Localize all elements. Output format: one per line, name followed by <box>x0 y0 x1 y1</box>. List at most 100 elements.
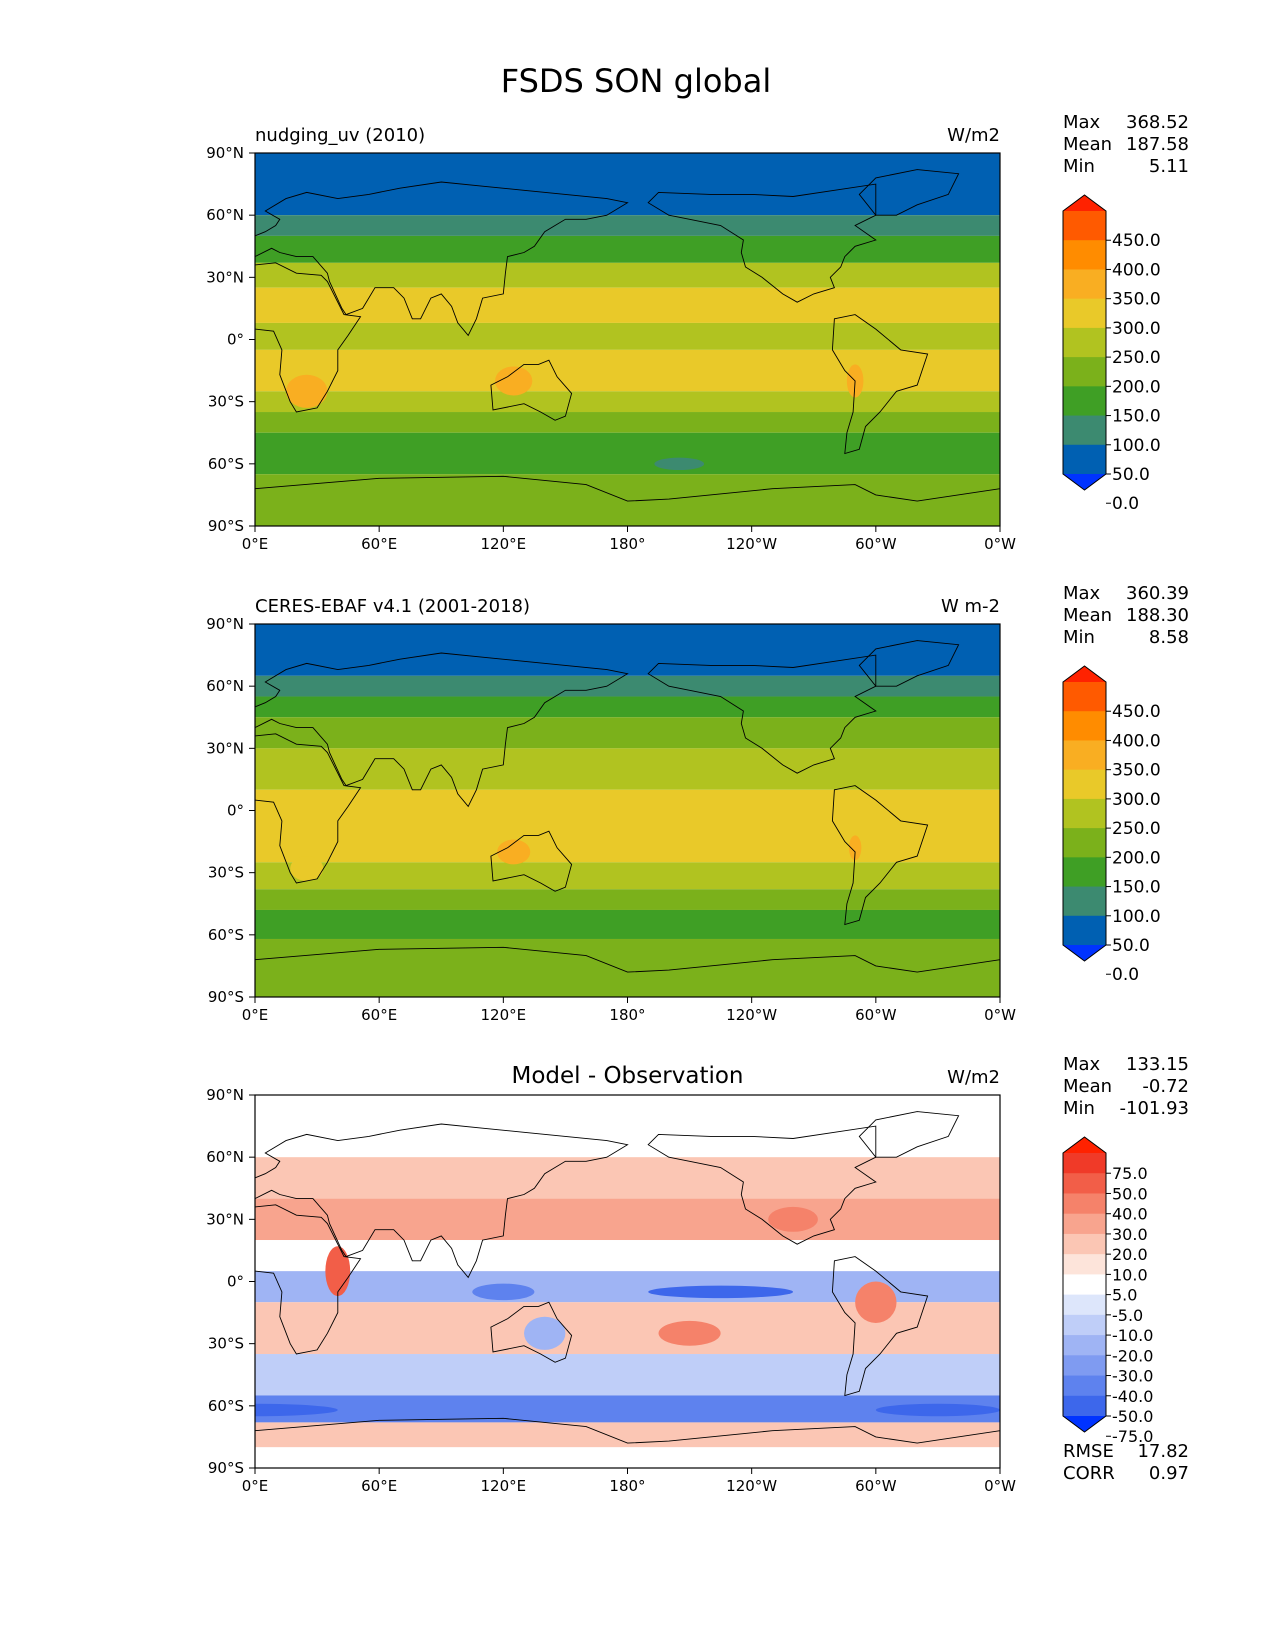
colorbar-tick-label: 50.0 <box>1112 465 1150 485</box>
field-patch <box>658 1320 721 1346</box>
stat-value: 368.52 <box>1126 112 1189 133</box>
colorbar-tick-label: -10.0 <box>1112 1326 1153 1345</box>
lat-tick-label: 90°S <box>208 988 244 1006</box>
coastline <box>647 1125 877 1245</box>
colorbar-segment <box>1063 682 1106 712</box>
stat-value: 8.58 <box>1149 627 1189 648</box>
colorbar-segment <box>1063 740 1106 771</box>
field-band <box>255 889 1000 910</box>
field-patch <box>848 835 862 861</box>
colorbar-extend-min <box>1063 474 1106 490</box>
colorbar-segment <box>1063 1153 1106 1174</box>
lon-tick-label: 120°W <box>726 535 777 553</box>
lat-tick-label: 60°N <box>206 206 244 224</box>
colorbar-tick-label: -30.0 <box>1112 1367 1153 1386</box>
lon-tick-label: 180° <box>609 1477 645 1495</box>
stat-value: 133.15 <box>1126 1054 1189 1075</box>
stat-label: Mean <box>1063 605 1112 626</box>
colorbar-extend-max <box>1063 666 1106 682</box>
field-band <box>255 235 1000 263</box>
colorbar-segment <box>1063 798 1106 829</box>
colorbar-segment <box>1063 1335 1106 1356</box>
coastline <box>490 1301 573 1363</box>
colorbar-segment <box>1063 828 1106 858</box>
colorbar-segment <box>1063 711 1106 742</box>
field-band <box>255 862 1000 890</box>
colorbar-segment <box>1063 1254 1106 1275</box>
lon-tick-label: 60°E <box>361 1006 397 1024</box>
lon-tick-label: 0°E <box>242 1006 269 1024</box>
coastline <box>255 1417 1000 1468</box>
field-band <box>255 474 1000 526</box>
colorbar-tick-label: 300.0 <box>1112 790 1161 810</box>
colorbar-tick-label: 200.0 <box>1112 848 1161 868</box>
lon-tick-label: 180° <box>609 1006 645 1024</box>
lat-tick-label: 90°N <box>206 1086 244 1104</box>
panel-units: W/m2 <box>947 125 1000 146</box>
stat-value: 5.11 <box>1149 156 1189 177</box>
panel-units: W m-2 <box>941 596 1000 617</box>
field-band <box>255 1198 1000 1241</box>
lat-tick-label: 90°N <box>206 144 244 162</box>
stat-label: Min <box>1063 627 1095 648</box>
colorbar: 450.0 400.0 350.0 300.0 250.0 200.0 150.0 100.0… <box>1062 194 1161 514</box>
map-panel-2: 90°N 60°N 30°N 0° 30°S 60°S 90°S0°E 60°E 120°E 18… <box>206 583 1189 1024</box>
colorbar-segment <box>1063 769 1106 800</box>
lat-tick-label: 90°S <box>208 517 244 535</box>
colorbar-tick-label: 0.0 <box>1112 494 1139 514</box>
field-patch <box>875 1403 1000 1417</box>
extra-stat-label: CORR <box>1063 1463 1115 1484</box>
colorbar-segment <box>1063 886 1106 917</box>
field-band <box>255 215 1000 236</box>
coastline <box>255 262 362 413</box>
stat-label: Mean <box>1063 134 1112 155</box>
coastline <box>647 183 877 303</box>
extra-stat-value: 0.97 <box>1149 1463 1189 1484</box>
coastline <box>490 830 573 892</box>
field-band <box>255 432 1000 475</box>
colorbar-segment <box>1063 1213 1106 1235</box>
field-3 <box>255 1095 1000 1468</box>
colorbar-segment <box>1063 1173 1106 1195</box>
field-patch <box>290 856 324 881</box>
colorbar-segment <box>1063 1294 1106 1316</box>
colorbar-tick-label: 0.0 <box>1112 965 1139 985</box>
lon-tick-label: 60°W <box>855 1006 897 1024</box>
field-band <box>255 1105 1000 1158</box>
field-2 <box>255 624 1000 997</box>
lat-tick-label: 60°S <box>208 926 244 944</box>
colorbar-tick-label: 100.0 <box>1112 907 1161 927</box>
lat-tick-label: 60°N <box>206 677 244 695</box>
stat-label: Min <box>1063 1098 1095 1119</box>
colorbar-tick-label: 450.0 <box>1112 702 1161 722</box>
panels: 90°N60°N30°N0°30°S60°S90°S0°E 60°E 120°E 18… <box>206 112 1189 1495</box>
lat-tick-label: 0° <box>227 331 244 349</box>
coastline <box>255 181 629 337</box>
field-patch <box>472 1283 535 1301</box>
colorbar-segment <box>1063 1274 1106 1296</box>
field-band <box>255 696 1000 718</box>
colorbar-segment <box>1063 1375 1106 1397</box>
field-band <box>255 1240 1000 1272</box>
field-patch <box>255 1403 338 1417</box>
colorbar-tick-label: 50.0 <box>1112 936 1150 956</box>
colorbar-tick-label: 30.0 <box>1112 1225 1148 1244</box>
field-band <box>255 1447 1000 1468</box>
lon-tick-label: 0°E <box>242 1477 269 1495</box>
coastline <box>858 640 960 687</box>
colorbar-tick-label: 350.0 <box>1112 290 1161 310</box>
colorbar-segment <box>1063 386 1106 417</box>
lat-tick-label: 30°S <box>208 1335 244 1353</box>
lat-tick-label: 0° <box>227 1273 244 1291</box>
field-band <box>255 391 1000 413</box>
colorbar-segment <box>1063 1193 1106 1215</box>
lon-tick-label: 60°W <box>855 535 897 553</box>
stat-label: Max <box>1063 1054 1101 1075</box>
figure-title: FSDS SON global <box>501 62 771 100</box>
lat-tick-label: 90°S <box>208 1459 244 1477</box>
colorbar-tick-label: 200.0 <box>1112 377 1161 397</box>
colorbar-tick-label: 50.0 <box>1112 1184 1148 1203</box>
colorbar-segment <box>1063 857 1106 888</box>
colorbar-segment <box>1063 240 1106 271</box>
lon-tick-label: 120°E <box>481 535 527 553</box>
